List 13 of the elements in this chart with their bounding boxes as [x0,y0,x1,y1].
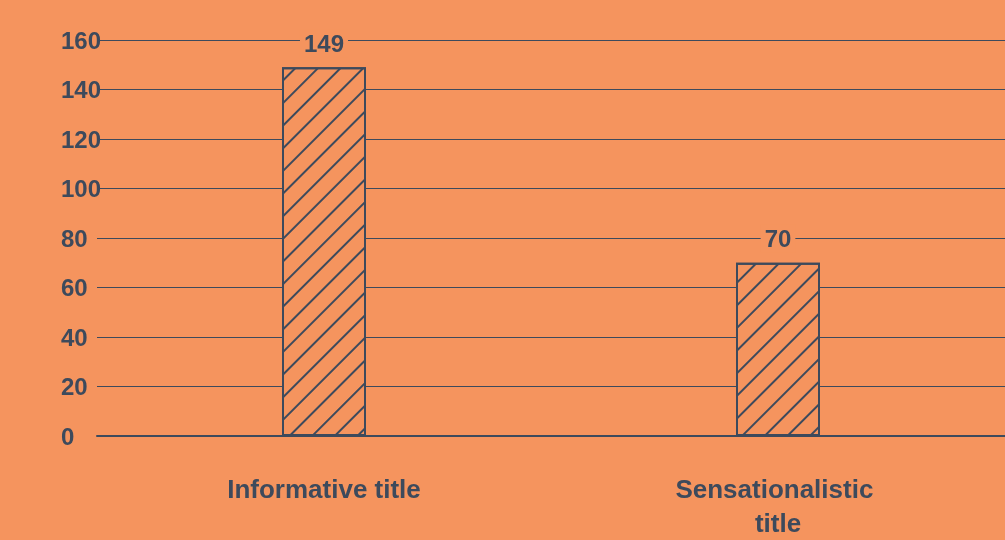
data-label: 70 [764,225,792,253]
y-tick-label: 20 [61,373,88,400]
data-label: 149 [303,29,345,57]
y-tick-label: 80 [61,224,88,252]
y-tick-label: 160 [61,26,102,54]
y-tick-label: 40 [61,323,88,351]
y-tick-label: 0 [61,422,75,450]
x-tick-label: Sensationalistic title [675,474,881,538]
y-tick-label: 120 [61,125,102,153]
y-tick-label: 100 [61,175,102,202]
y-tick-label: 60 [61,274,88,301]
y-tick-label: 140 [61,76,102,103]
x-tick-label: Informative title [227,474,421,504]
